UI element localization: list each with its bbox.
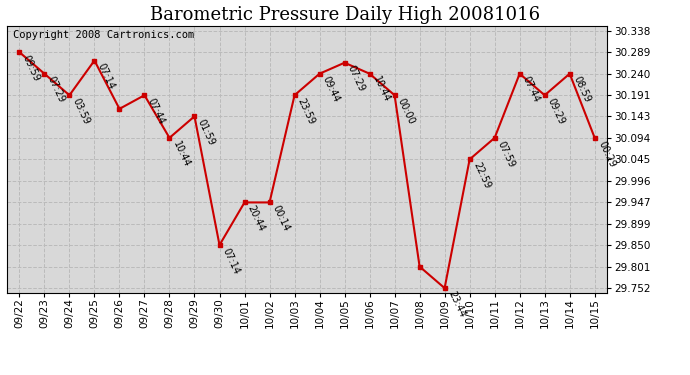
Text: 10:44: 10:44 [171, 139, 192, 169]
Text: 10:44: 10:44 [371, 75, 392, 105]
Text: 07:29: 07:29 [46, 75, 67, 105]
Text: 07:14: 07:14 [96, 62, 117, 92]
Text: 03:59: 03:59 [71, 97, 92, 126]
Text: 07:44: 07:44 [521, 75, 542, 105]
Text: 08:59: 08:59 [571, 75, 592, 105]
Text: 00:00: 00:00 [396, 97, 417, 126]
Text: 07:44: 07:44 [146, 97, 167, 126]
Text: 20:44: 20:44 [246, 204, 267, 233]
Text: Copyright 2008 Cartronics.com: Copyright 2008 Cartronics.com [13, 30, 194, 40]
Text: 07:14: 07:14 [221, 246, 242, 276]
Text: 00:29: 00:29 [596, 139, 617, 169]
Text: 22:59: 22:59 [471, 161, 492, 190]
Text: 07:59: 07:59 [496, 139, 517, 169]
Text: 00:14: 00:14 [271, 204, 292, 233]
Text: 23:59: 23:59 [296, 97, 317, 126]
Text: 09:29: 09:29 [546, 97, 567, 126]
Text: 23:44: 23:44 [446, 290, 467, 319]
Text: Barometric Pressure Daily High 20081016: Barometric Pressure Daily High 20081016 [150, 6, 540, 24]
Text: 01:59: 01:59 [196, 118, 217, 147]
Text: 07:29: 07:29 [346, 64, 367, 94]
Text: 09:44: 09:44 [321, 75, 342, 105]
Text: 09:59: 09:59 [21, 54, 41, 83]
